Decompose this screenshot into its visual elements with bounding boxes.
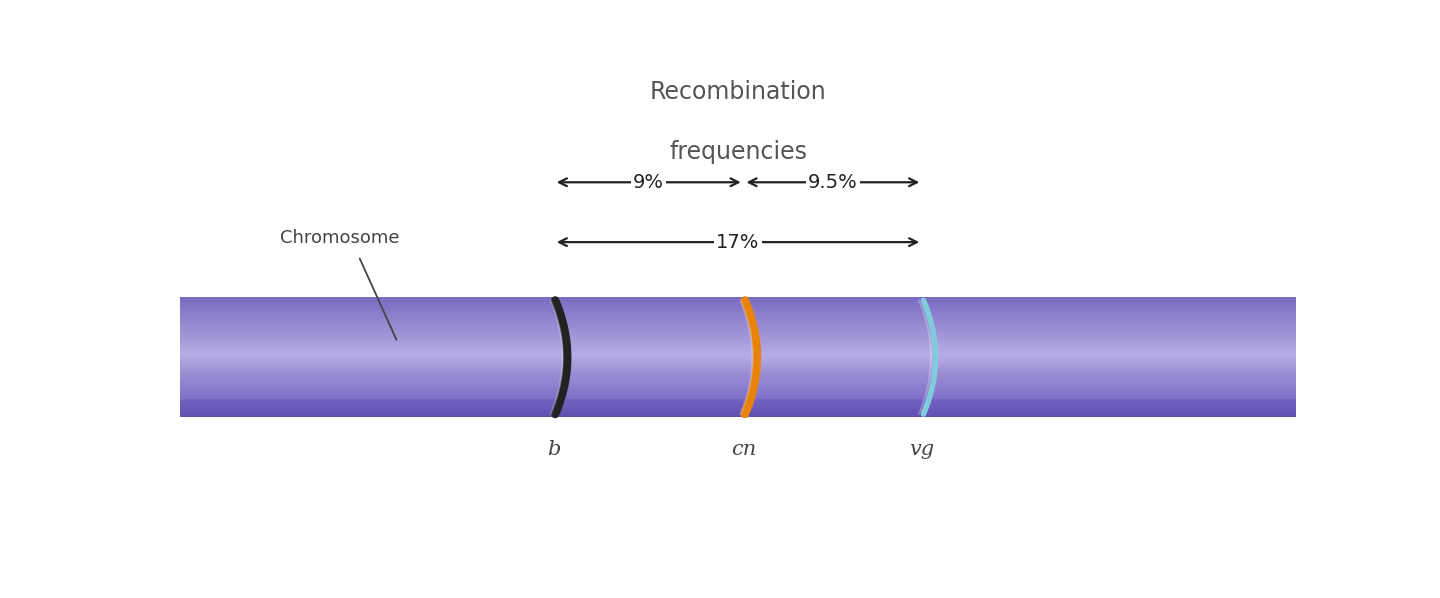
Text: 9.5%: 9.5% <box>808 173 858 192</box>
Text: b: b <box>547 440 560 459</box>
Text: frequencies: frequencies <box>670 140 806 164</box>
Text: cn: cn <box>732 440 756 459</box>
Text: 17%: 17% <box>716 233 760 252</box>
Text: Recombination: Recombination <box>649 80 827 104</box>
Text: vg: vg <box>910 440 935 459</box>
Text: Chromosome: Chromosome <box>281 228 400 247</box>
Text: 9%: 9% <box>634 173 664 192</box>
